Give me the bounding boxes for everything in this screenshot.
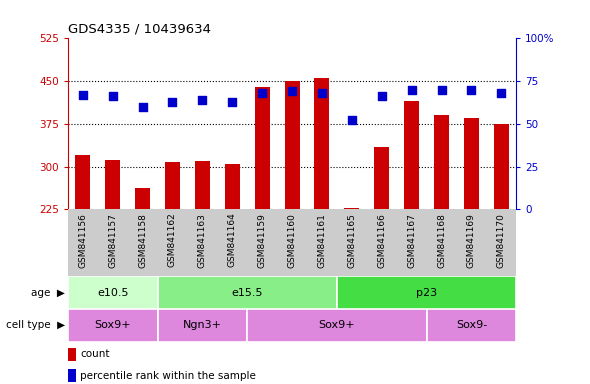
Bar xyxy=(374,147,389,209)
Text: Sox9-: Sox9- xyxy=(456,320,487,331)
Text: GSM841156: GSM841156 xyxy=(78,213,87,268)
Text: GSM841170: GSM841170 xyxy=(497,213,506,268)
Bar xyxy=(247,309,427,342)
Point xyxy=(228,99,237,105)
Bar xyxy=(345,208,359,209)
Bar xyxy=(464,118,479,209)
Text: GSM841167: GSM841167 xyxy=(407,213,416,268)
Point xyxy=(377,93,386,99)
Bar xyxy=(158,276,337,309)
Point xyxy=(108,93,117,99)
Text: age  ▶: age ▶ xyxy=(31,288,65,298)
Text: e15.5: e15.5 xyxy=(231,288,263,298)
Bar xyxy=(195,161,210,209)
Bar xyxy=(105,160,120,209)
Bar xyxy=(337,276,516,309)
Text: Sox9+: Sox9+ xyxy=(94,320,131,331)
Bar xyxy=(76,155,90,209)
Text: GSM841165: GSM841165 xyxy=(348,213,356,268)
Text: percentile rank within the sample: percentile rank within the sample xyxy=(80,371,256,381)
Bar xyxy=(68,309,158,342)
Text: GSM841159: GSM841159 xyxy=(258,213,267,268)
Text: GSM841160: GSM841160 xyxy=(287,213,297,268)
Text: GSM841164: GSM841164 xyxy=(228,213,237,267)
Point xyxy=(437,87,446,93)
Text: GSM841161: GSM841161 xyxy=(317,213,326,268)
Text: p23: p23 xyxy=(416,288,437,298)
Point xyxy=(467,87,476,93)
Bar xyxy=(68,369,76,382)
Text: GSM841157: GSM841157 xyxy=(108,213,117,268)
Bar xyxy=(135,188,150,209)
Text: Sox9+: Sox9+ xyxy=(319,320,355,331)
Bar xyxy=(404,101,419,209)
Text: cell type  ▶: cell type ▶ xyxy=(6,320,65,331)
Point xyxy=(78,92,87,98)
Bar xyxy=(494,124,509,209)
Text: GDS4335 / 10439634: GDS4335 / 10439634 xyxy=(68,23,211,36)
Bar xyxy=(165,162,180,209)
Point xyxy=(138,104,148,110)
Bar xyxy=(68,348,76,361)
Text: GSM841166: GSM841166 xyxy=(377,213,386,268)
Text: count: count xyxy=(80,349,110,359)
Bar xyxy=(68,276,158,309)
Text: GSM841169: GSM841169 xyxy=(467,213,476,268)
Point xyxy=(198,97,207,103)
Point xyxy=(257,90,267,96)
Point xyxy=(287,88,297,94)
Text: Ngn3+: Ngn3+ xyxy=(183,320,222,331)
Text: GSM841158: GSM841158 xyxy=(138,213,147,268)
Bar xyxy=(434,115,449,209)
Text: GSM841163: GSM841163 xyxy=(198,213,207,268)
Point xyxy=(407,87,417,93)
Point xyxy=(168,99,177,105)
Text: e10.5: e10.5 xyxy=(97,288,129,298)
Bar xyxy=(225,164,240,209)
Bar xyxy=(255,87,270,209)
Bar xyxy=(314,78,329,209)
Text: GSM841168: GSM841168 xyxy=(437,213,446,268)
Point xyxy=(497,90,506,96)
Text: GSM841162: GSM841162 xyxy=(168,213,177,267)
Bar xyxy=(158,309,247,342)
Point xyxy=(317,90,327,96)
Bar xyxy=(427,309,516,342)
Bar xyxy=(284,81,300,209)
Point xyxy=(347,118,356,124)
